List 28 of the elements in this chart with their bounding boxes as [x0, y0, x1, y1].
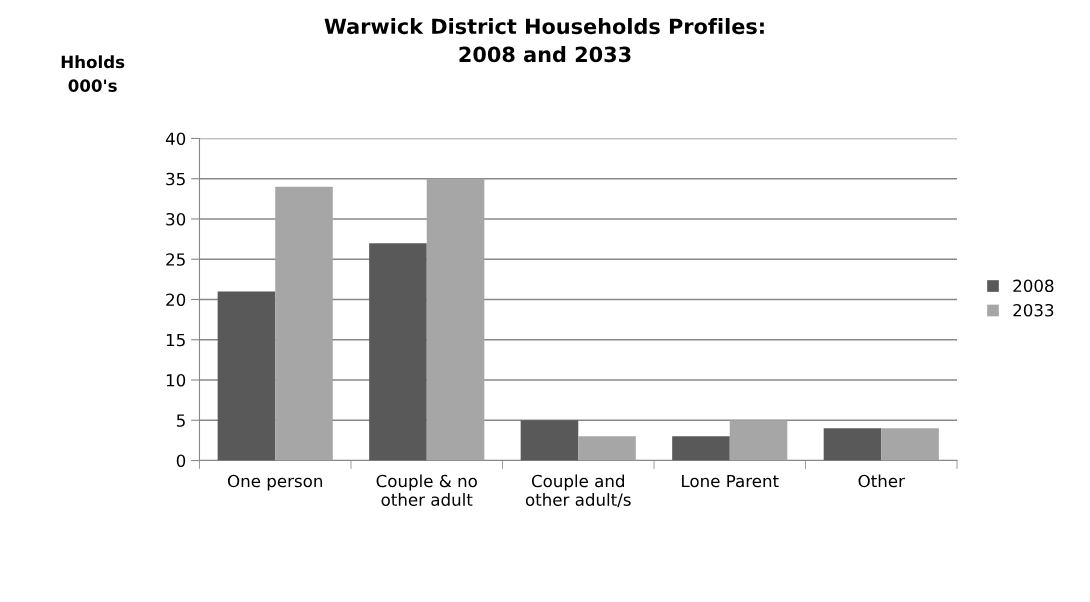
x-tick-label: Couple & no other adult: [376, 474, 477, 506]
y-tick-label: 10: [166, 373, 186, 387]
bar: [369, 243, 427, 461]
bar: [520, 420, 579, 461]
bar: [823, 428, 882, 461]
bar: [672, 436, 730, 461]
bar: [426, 178, 485, 461]
y-tick-label: 0: [176, 454, 186, 468]
chart-title: Warwick District Households Profiles: 2008 and 2033: [324, 18, 764, 63]
x-tick-label: One person: [227, 474, 322, 491]
y-tick-label: 35: [166, 172, 185, 186]
x-tick-label: Other: [858, 474, 905, 488]
x-tick-label: Lone Parent: [682, 474, 779, 488]
y-tick-label: 40: [165, 132, 186, 146]
y-tick-label: 5: [176, 414, 185, 427]
y-tick-label: 20: [166, 293, 186, 307]
y-tick-label: 15: [166, 333, 185, 347]
bar: [729, 420, 788, 461]
x-tick-label: Couple and other adult/s: [525, 474, 631, 508]
bar: [881, 428, 939, 461]
legend-label: 2008: [1013, 279, 1054, 293]
y-axis-title: Hholds 000's: [61, 55, 125, 92]
y-tick-label: 25: [166, 253, 185, 266]
legend-label: 2033: [1013, 303, 1054, 317]
y-tick-label: 30: [166, 212, 186, 226]
bar: [217, 291, 276, 461]
bar: [275, 186, 333, 461]
bar: [578, 436, 636, 461]
